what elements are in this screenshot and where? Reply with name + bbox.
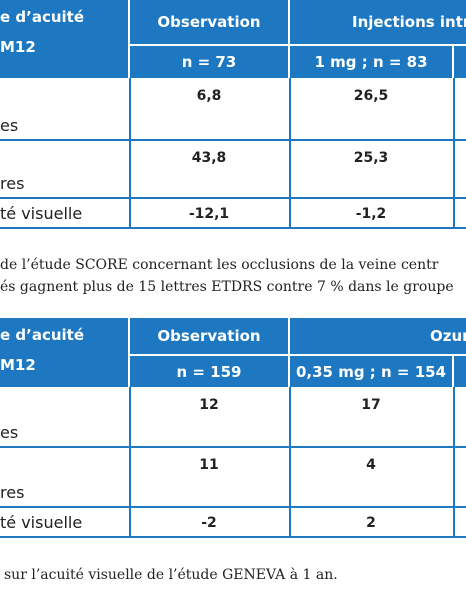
- cell-value: 43,8: [191, 150, 227, 166]
- stub-text: M12: [0, 38, 36, 56]
- column-border: [289, 387, 291, 537]
- cell-value: -2: [201, 515, 217, 531]
- row-border: [0, 506, 466, 508]
- column-header: Injections intra: [290, 0, 466, 44]
- cell-value: 4: [366, 457, 376, 473]
- column-sub-header: n = 73: [130, 46, 288, 78]
- column-header: Observation: [130, 0, 288, 44]
- stub-text: M12: [0, 356, 36, 374]
- column-sub-header: 1 mg ; n = 83: [290, 46, 452, 78]
- row-border: [0, 536, 466, 538]
- row-border: [0, 197, 466, 199]
- cell-value: 17: [361, 397, 381, 413]
- row-label: té visuelle: [0, 204, 83, 223]
- row-border: [0, 139, 466, 141]
- column-border: [453, 387, 455, 537]
- row-label: res: [0, 174, 25, 193]
- stub-header: e d’acuité M12: [0, 0, 128, 78]
- cell-value: 26,5: [353, 88, 389, 104]
- stub-text: e d’acuité: [0, 326, 85, 344]
- column-border: [289, 78, 291, 228]
- column-header: Observation: [130, 318, 288, 354]
- stub-header: e d’acuité M12: [0, 318, 128, 387]
- column-border: [453, 78, 455, 228]
- row-label: es: [0, 423, 19, 442]
- column-header: Ozurd: [290, 318, 466, 354]
- column-border: [129, 387, 131, 537]
- row-label: té visuelle: [0, 513, 83, 532]
- cell-value: 6,8: [196, 88, 222, 104]
- cell-value: 12: [199, 397, 219, 413]
- cell-value: -12,1: [188, 206, 230, 222]
- column-border: [129, 78, 131, 228]
- column-sub-header: 0,35 mg ; n = 154: [290, 356, 452, 387]
- stub-text: e d’acuité: [0, 8, 85, 26]
- body-text: de l’étude SCORE concernant les occlusio…: [0, 257, 439, 273]
- row-border: [0, 227, 466, 229]
- column-header-extra: [454, 356, 466, 387]
- column-header-extra: [454, 46, 466, 78]
- cell-value: 25,3: [353, 150, 389, 166]
- cell-value: 11: [199, 457, 219, 473]
- row-label: es: [0, 116, 19, 135]
- row-border: [0, 446, 466, 448]
- column-sub-header: n = 159: [130, 356, 288, 387]
- body-text: és gagnent plus de 15 lettres ETDRS cont…: [0, 279, 454, 295]
- row-label: res: [0, 483, 25, 502]
- cell-value: -1,2: [355, 206, 387, 222]
- body-text: sur l’acuité visuelle de l’étude GENEVA …: [4, 567, 338, 583]
- cell-value: 2: [366, 515, 376, 531]
